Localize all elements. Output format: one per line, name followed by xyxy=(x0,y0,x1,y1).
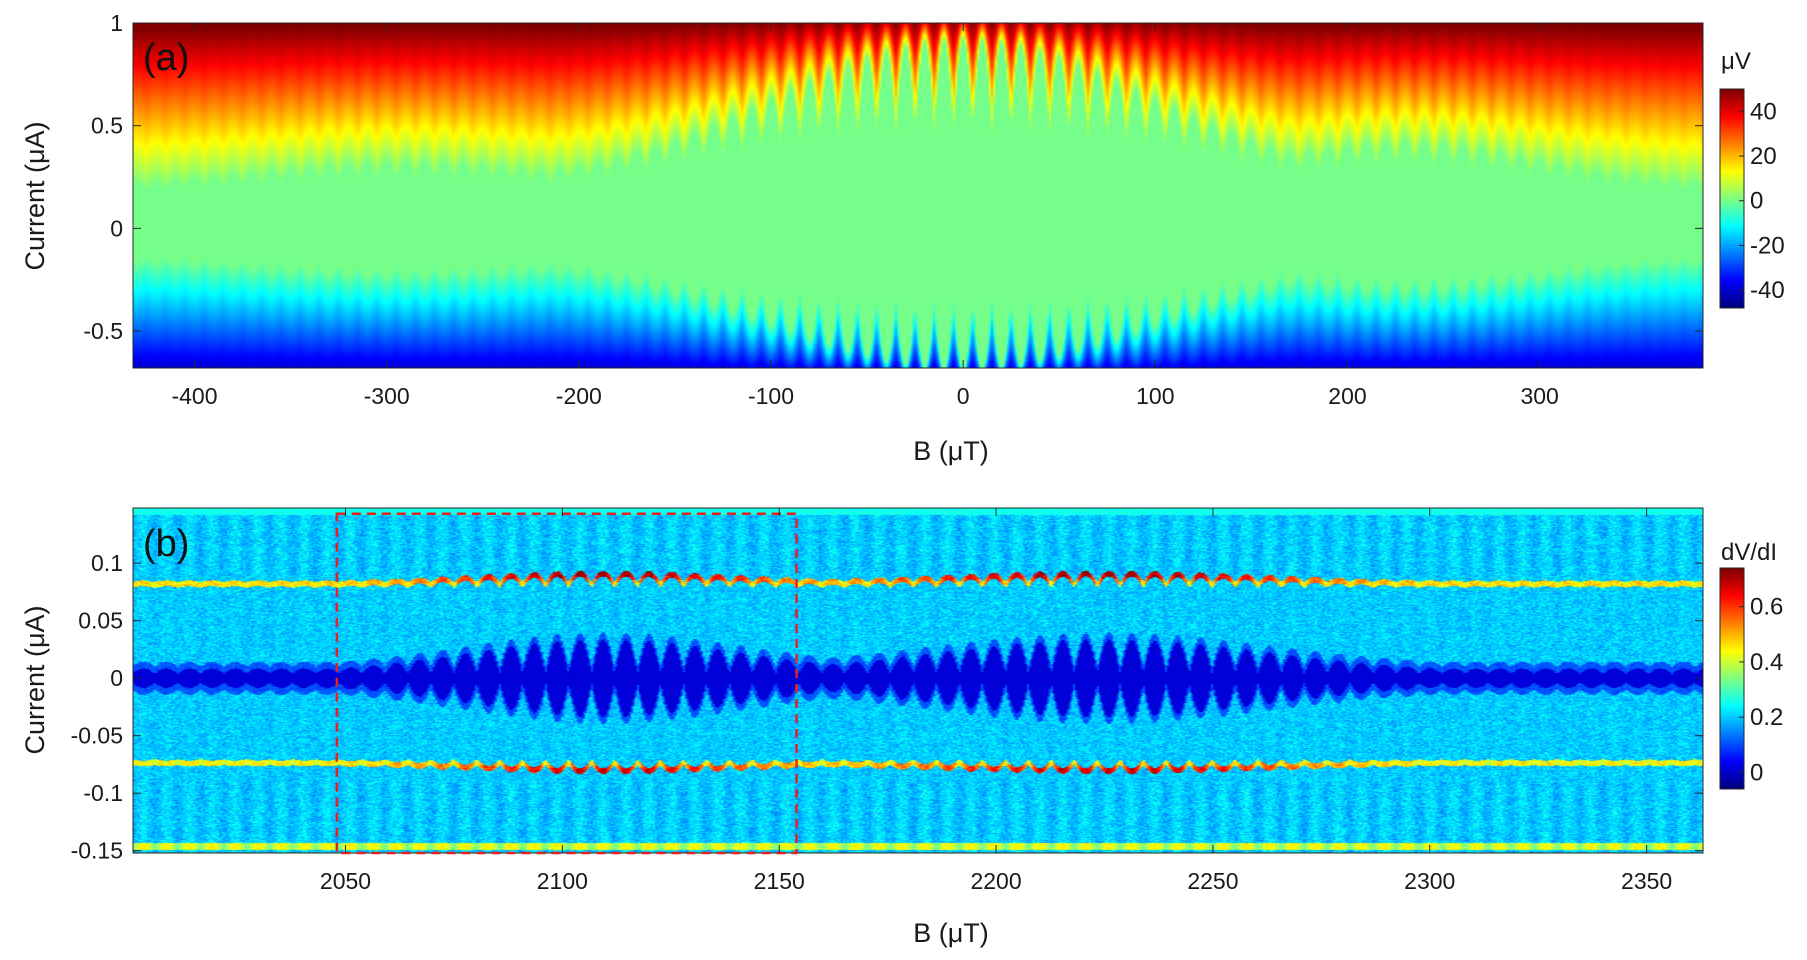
colorbar-a-frame xyxy=(1719,88,1745,309)
colorbar-a-ticks: -40 -20 0 20 40 xyxy=(1739,98,1785,304)
x-tick-label-b: 2200 xyxy=(970,868,1021,894)
x-tick-label-a: 100 xyxy=(1136,383,1174,409)
colorbar-a-label: μV xyxy=(1721,48,1751,75)
x-tick-label-a: 0 xyxy=(957,383,970,409)
y-tick-label-b: -0.1 xyxy=(83,780,123,806)
colorbar-b-label: dV/dI xyxy=(1721,539,1777,566)
y-axis-title-b: Current (μA) xyxy=(20,605,50,754)
y-tick-label-a: 0 xyxy=(110,215,123,241)
colorbar-a-image xyxy=(1720,89,1744,308)
x-tick-label-b: 2300 xyxy=(1404,868,1455,894)
x-tick-label-a: -200 xyxy=(556,383,602,409)
x-tick-label-b: 2050 xyxy=(320,868,371,894)
y-tick-label-b: -0.05 xyxy=(71,723,123,749)
heatmap-b-image xyxy=(133,508,1703,853)
panel-label-b: (b) xyxy=(143,523,189,565)
x-ticks-b: 2050 2100 2150 2200 2250 2300 2350 xyxy=(320,508,1672,894)
x-axis-title-a: B (μT) xyxy=(913,436,989,466)
plot-frame-a xyxy=(132,22,1704,369)
heatmap-a-image xyxy=(133,23,1703,368)
panel-b: (b) 2050 2100 2150 2200 2250 2300 2350 -0.15-0… xyxy=(20,507,1783,948)
panel-a: (a) -400 -300 -200 -100 0 100 200 300 -0.500.51… xyxy=(20,10,1785,466)
colorbar-tick-label-a: 0 xyxy=(1750,188,1763,215)
y-tick-label-b: 0.1 xyxy=(91,550,123,576)
x-tick-label-a: -300 xyxy=(364,383,410,409)
y-ticks-a: -0.5 0 0.5 1 xyxy=(83,10,1703,344)
y-tick-label-b: 0 xyxy=(110,665,123,691)
x-axis-title-b: B (μT) xyxy=(913,918,989,948)
y-tick-label-b: 0.05 xyxy=(78,608,123,634)
x-tick-label-b: 2250 xyxy=(1187,868,1238,894)
colorbar-tick-label-b: 0.2 xyxy=(1750,704,1783,731)
highlight-box xyxy=(335,512,798,855)
x-tick-label-a: 200 xyxy=(1328,383,1366,409)
x-tick-label-a: -100 xyxy=(748,383,794,409)
colorbar-b-image xyxy=(1720,568,1744,789)
colorbar-b-frame xyxy=(1719,567,1745,790)
x-tick-label-b: 2350 xyxy=(1621,868,1672,894)
x-tick-label-b: 2100 xyxy=(537,868,588,894)
colorbar-tick-label-b: 0.4 xyxy=(1750,649,1783,676)
x-tick-label-a: 300 xyxy=(1520,383,1558,409)
plot-frame-b xyxy=(132,507,1704,854)
colorbar-tick-label-a: 20 xyxy=(1750,143,1777,170)
colorbar-tick-label-a: -20 xyxy=(1750,232,1785,259)
y-tick-label-b: -0.15 xyxy=(71,838,123,864)
x-tick-label-b: 2150 xyxy=(754,868,805,894)
x-ticks-a: -400 -300 -200 -100 0 100 200 300 xyxy=(171,23,1559,409)
y-tick-label-a: 1 xyxy=(110,10,123,36)
y-axis-title-a: Current (μA) xyxy=(20,121,50,270)
y-ticks-b: -0.15 -0.1 -0.05 0 0.05 0.1 xyxy=(71,550,1703,864)
x-tick-label-a: -400 xyxy=(171,383,217,409)
colorbar-b-ticks: 0 0.2 0.4 0.6 xyxy=(1739,594,1783,786)
colorbar-tick-label-b: 0 xyxy=(1750,759,1763,786)
colorbar-tick-label-a: -40 xyxy=(1750,277,1785,304)
colorbar-tick-label-a: 40 xyxy=(1750,98,1777,125)
panel-label-a: (a) xyxy=(143,37,189,79)
y-tick-label-a: -0.5 xyxy=(83,318,123,344)
y-tick-label-a: 0.5 xyxy=(91,113,123,139)
colorbar-tick-label-b: 0.6 xyxy=(1750,594,1783,621)
